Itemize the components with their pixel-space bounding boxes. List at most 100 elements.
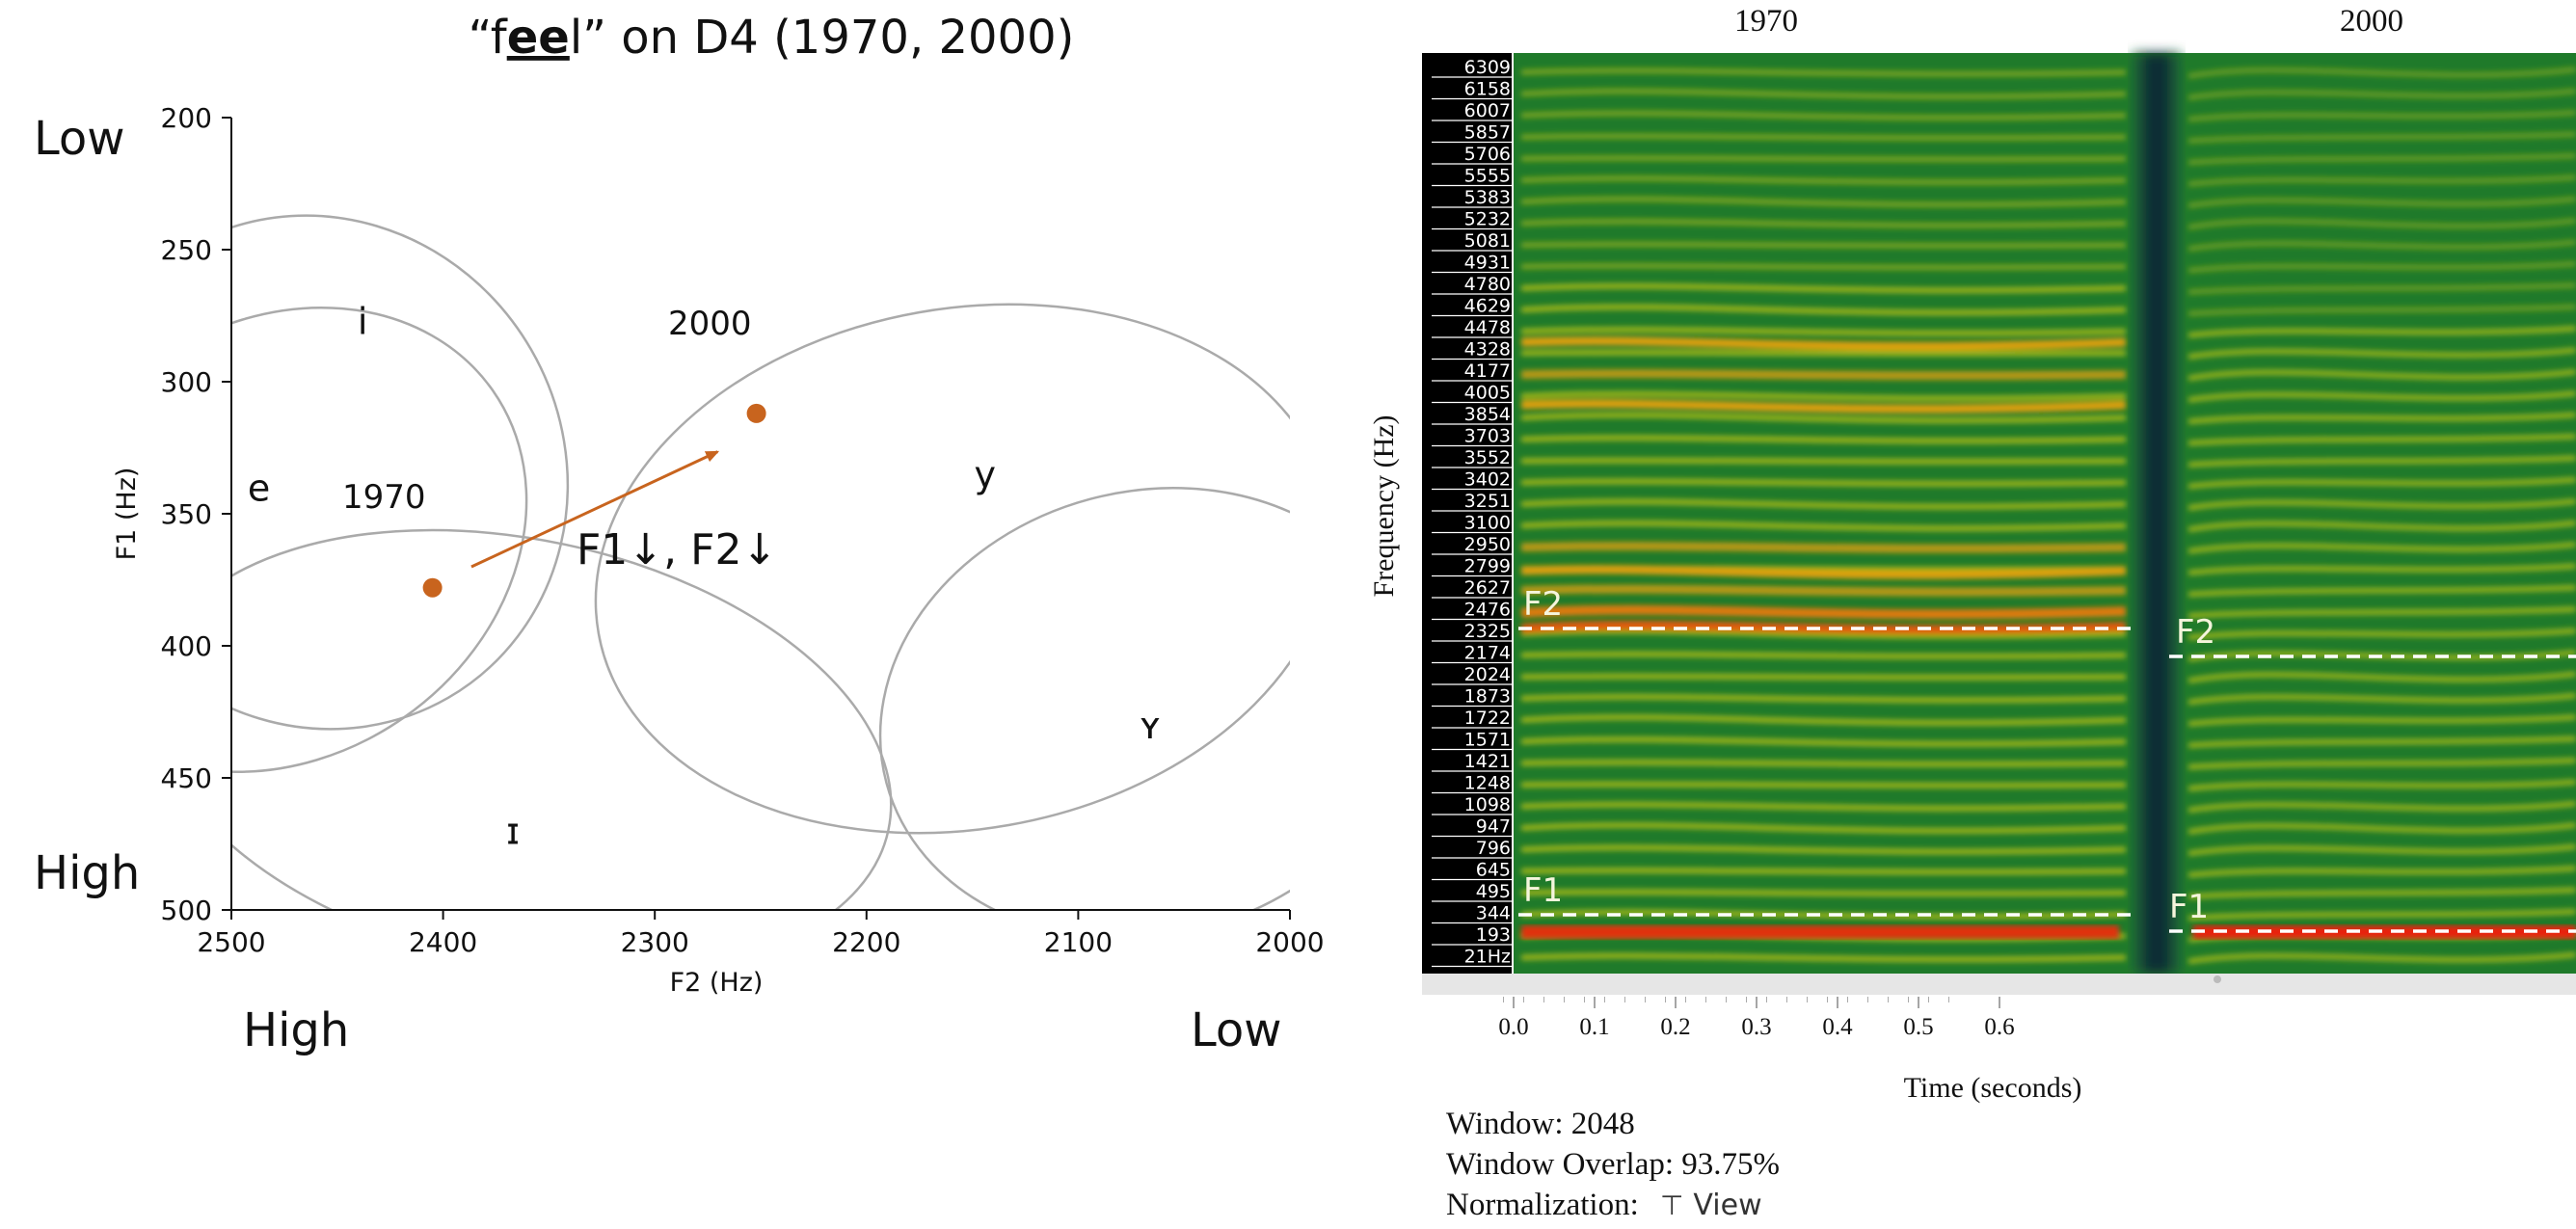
label-2000: 2000 [668, 305, 752, 343]
shift-arrow [470, 450, 720, 569]
harmonic-band [1520, 326, 2127, 336]
y-tick-label: 250 [161, 234, 212, 266]
harmonic-band [2187, 88, 2576, 101]
harmonic-band [2187, 520, 2576, 533]
view-button[interactable]: ⊤ View [1660, 1189, 1762, 1222]
frequency-tick-label: 3552 [1464, 447, 1511, 468]
harmonic-band [1520, 952, 2127, 963]
frequency-tick-label: 1722 [1464, 708, 1511, 729]
window-overlap-text: Window Overlap: 93.75% [1446, 1147, 1781, 1182]
spectrogram-panel: 1970 2000 Frequency (Hz) 6309 6158 6007 585… [1368, 0, 2576, 1229]
harmonic-band [2187, 584, 2576, 598]
harmonic-band [2187, 887, 2576, 900]
f2-1970-tag: F2 [1523, 585, 1563, 624]
vowel-label: ɪ [506, 811, 520, 853]
frequency-tick-label: 3854 [1464, 404, 1511, 425]
harmonic-band [2187, 304, 2576, 317]
harmonic-band [2187, 239, 2576, 253]
harmonic-band [1520, 412, 2127, 424]
harmonic-band [2187, 260, 2576, 274]
harmonic-band [1520, 241, 2127, 249]
x-tick-label: 2100 [1044, 926, 1113, 958]
y-tick-label: 300 [161, 366, 212, 398]
harmonic-band [1520, 369, 2127, 381]
frequency-tick-label: 3100 [1464, 513, 1511, 534]
harmonic-band [2187, 908, 2576, 922]
formant-band [1520, 565, 2127, 579]
harmonic-band [2187, 131, 2576, 145]
harmonic-band [2187, 606, 2576, 619]
vowel-label: ʏ [1139, 705, 1161, 747]
x-tick-label: 2200 [832, 926, 900, 958]
harmonic-band [2187, 174, 2576, 187]
region-i-ellipse [231, 214, 570, 731]
time-axis-ticks: 0.0 0.1 0.2 0.3 0.4 0.5 0.6 [1498, 997, 2015, 1040]
frequency-tick-label: 21Hz [1464, 947, 1511, 968]
region-y-ellipse [594, 303, 1290, 835]
harmonic-band [1520, 133, 2127, 142]
y-tick-label: 400 [161, 630, 212, 662]
frequency-tick-label: 4328 [1464, 339, 1511, 361]
harmonic-band [2187, 757, 2576, 770]
frequency-tick-label: 2950 [1464, 534, 1511, 555]
harmonic-band [2187, 714, 2576, 727]
x-tick-label: 2300 [621, 926, 689, 958]
harmonic-band [1520, 759, 2127, 767]
axis-ticks: 2500 2400 2300 2200 2100 2000 200 250 300 350 400 4… [161, 102, 1325, 958]
frequency-tick-label: 1571 [1464, 730, 1511, 751]
f2-low-word: Low [1191, 1003, 1282, 1057]
harmonic-band [1520, 498, 2127, 510]
time-tick-label: 0.0 [1498, 1014, 1528, 1040]
harmonic-band [1520, 822, 2127, 834]
chart-title: “feel” on D4 (1970, 2000) [469, 11, 1075, 65]
frequency-tick-label: 495 [1476, 881, 1511, 902]
harmonic-band [1520, 154, 2127, 163]
frequency-tick-label: 4177 [1464, 361, 1511, 382]
normalization-row: Normalization: ⊤ View [1446, 1188, 1762, 1223]
frequency-tick-label: 3703 [1464, 426, 1511, 447]
normalization-label: Normalization: [1446, 1188, 1639, 1222]
segment-header-1970: 1970 [1734, 4, 1798, 39]
harmonic-band [2187, 498, 2576, 511]
harmonic-band [1520, 304, 2127, 316]
harmonic-band [1520, 196, 2127, 208]
harmonic-band [2187, 152, 2576, 166]
frequency-tick-label: 1873 [1464, 686, 1511, 708]
f1-1970-tag: F1 [1523, 871, 1563, 910]
harmonic-band [1520, 584, 2127, 597]
scrollbar-thumb[interactable] [2214, 975, 2221, 983]
view-button-label: View [1693, 1189, 1762, 1222]
y-tick-label: 350 [161, 498, 212, 530]
time-tick-label: 0.5 [1903, 1014, 1933, 1040]
f2-high-word: High [243, 1003, 349, 1057]
frequency-tick-label: 4780 [1464, 274, 1511, 295]
frequency-tick-label: 2476 [1464, 600, 1511, 621]
spectrogram-scrollbar[interactable] [1422, 974, 2576, 995]
arrow-annotation: F1↓, F2↓ [577, 525, 777, 574]
time-tick-label: 0.1 [1579, 1014, 1609, 1040]
vowel-chart-svg: “feel” on D4 (1970, 2000) Low High High … [34, 11, 1325, 1057]
frequency-tick-label: 5383 [1464, 187, 1511, 208]
frequency-tick-label: 5232 [1464, 209, 1511, 230]
x-tick-label: 2500 [197, 926, 265, 958]
harmonic-band [1520, 868, 2127, 875]
y-tick-label: 200 [161, 102, 212, 134]
harmonic-band [1520, 628, 2127, 639]
vowel-label: y [975, 454, 997, 496]
frequency-tick-label: 6007 [1464, 100, 1511, 121]
harmonic-band [2187, 433, 2576, 446]
harmonic-band [1520, 714, 2127, 726]
formant-band [1520, 336, 2127, 351]
spectrogram-image [1514, 53, 2576, 974]
frequency-tick-label: 1421 [1464, 751, 1511, 772]
harmonic-band [1520, 889, 2127, 897]
vowel-label: e [248, 467, 270, 509]
harmonic-band [2187, 735, 2576, 749]
harmonic-band [2187, 282, 2576, 295]
harmonic-band [2187, 822, 2576, 835]
vowel-chart-panel: “feel” on D4 (1970, 2000) Low High High … [34, 11, 1325, 1057]
frequency-tick-label: 344 [1476, 903, 1511, 924]
vowel-labels: i e y ɪ ʏ [248, 301, 1162, 853]
frequency-tick-label: 5857 [1464, 122, 1511, 144]
harmonic-band [2187, 390, 2576, 403]
